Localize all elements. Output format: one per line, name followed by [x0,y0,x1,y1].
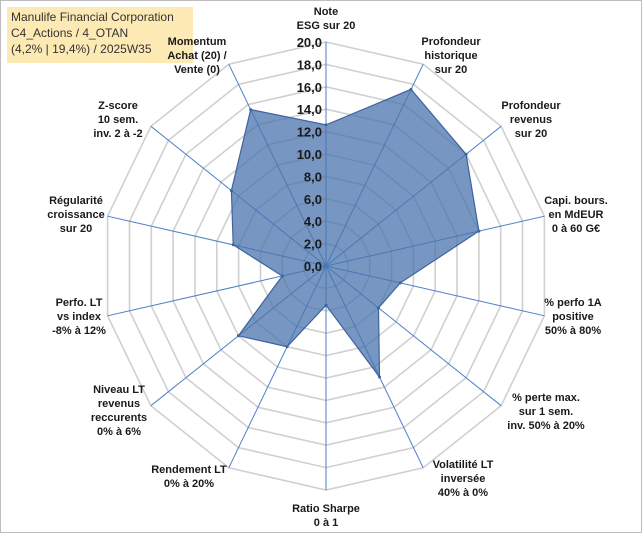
tick-label-4: 8,0 [304,169,322,184]
axis-label-line: revenus [510,114,552,126]
axis-label-line: ESG sur 20 [297,20,356,32]
series-area-0 [230,88,480,379]
axis-label-line: 0 à 1 [314,517,338,529]
axis-label-line: sur 20 [515,128,547,140]
axis-label-line: en MdEUR [549,209,604,221]
axis-label-line: Rendement LT [151,464,227,476]
tick-label-0: 0,0 [304,259,322,274]
axis-label-3: Capi. bours. en MdEUR 0 à 60 G€ [544,195,608,235]
axis-label-line: % perfo 1A [544,297,602,309]
axis-label-line: sur 1 sem. [519,406,573,418]
axis-label-line: Régularité [49,195,103,207]
portfolio-label: C4_Actions / 4_OTAN [11,26,129,40]
axis-label-line: 0% à 20% [164,478,214,490]
axis-label-9: Niveau LT revenus reccurents 0% à 6% [91,384,147,438]
axis-label-line: % perte max. [512,392,580,404]
tick-label-8: 16,0 [297,80,322,95]
axis-label-12: Z-score 10 sem. inv. 2 à -2 [93,100,142,140]
axis-label-line: inv. 2 à -2 [93,128,142,140]
axis-label-line: Profondeur [421,36,481,48]
axis-label-11: Régularité croissance sur 20 [47,195,104,235]
tick-label-7: 14,0 [297,102,322,117]
axis-label-line: Niveau LT [93,384,145,396]
axis-label-line: sur 20 [60,223,92,235]
axis-label-line: 40% à 0% [438,487,488,499]
axis-label-line: Z-score [98,100,138,112]
axis-label-line: positive [552,311,594,323]
axis-label-5: % perte max. sur 1 sem. inv. 50% à 20% [507,392,585,432]
tick-label-10: 20,0 [297,35,322,50]
chart-header-box: Manulife Financial Corporation C4_Action… [7,7,193,63]
axis-label-7: Ratio Sharpe 0 à 1 [292,503,360,529]
axis-label-0: Note ESG sur 20 [297,6,356,32]
axis-label-line: 10 sem. [98,114,138,126]
axis-label-13: Momentum Achat (20) / Vente (0) [167,36,226,76]
tick-label-5: 10,0 [297,147,322,162]
data-point-13 [249,108,253,112]
data-point-2 [464,152,468,156]
data-point-4 [398,281,402,285]
axis-label-line: -8% à 12% [52,325,106,337]
data-point-7 [324,303,328,307]
axis-label-line: Achat (20) / [167,50,226,62]
data-point-10 [280,274,284,278]
axis-label-2: Profondeur revenus sur 20 [501,100,561,140]
axis-label-line: Note [314,6,338,18]
axis-label-1: Profondeur historique sur 20 [421,36,481,76]
axis-label-line: Volatilité LT [433,459,494,471]
axis-label-line: reccurents [91,412,147,424]
data-point-12 [229,189,233,193]
axis-label-8: Rendement LT 0% à 20% [151,464,227,490]
data-point-3 [477,229,481,233]
axis-label-line: Capi. bours. [544,195,608,207]
axis-label-line: vs index [57,311,102,323]
axis-label-line: inv. 50% à 20% [507,420,585,432]
data-point-1 [409,87,413,91]
axis-label-line: historique [424,50,477,62]
axis-label-line: Vente (0) [174,64,220,76]
axis-label-line: Perfo. LT [56,297,103,309]
axis-label-4: % perfo 1A positive 50% à 80% [544,297,602,337]
axis-label-line: Profondeur [501,100,561,112]
axis-label-line: 0 à 60 G€ [552,223,600,235]
axis-label-line: 50% à 80% [545,325,601,337]
axis-label-line: Momentum [168,36,227,48]
axis-label-line: 0% à 6% [97,426,141,438]
data-point-11 [231,243,235,247]
tick-label-9: 18,0 [297,57,322,72]
axis-label-line: Ratio Sharpe [292,503,360,515]
axis-label-line: sur 20 [435,64,467,76]
axis-label-line: croissance [47,209,104,221]
tick-label-3: 6,0 [304,192,322,207]
data-point-9 [236,334,240,338]
company-name: Manulife Financial Corporation [11,10,174,24]
axis-label-6: Volatilité LT inversée 40% à 0% [433,459,494,499]
tick-label-2: 4,0 [304,214,322,229]
axis-label-10: Perfo. LT vs index -8% à 12% [52,297,106,337]
axis-label-line: revenus [98,398,140,410]
data-point-5 [377,306,380,310]
tick-label-6: 12,0 [297,125,322,140]
data-point-0 [324,123,328,127]
tick-label-1: 2,0 [304,237,322,252]
data-point-6 [378,375,381,379]
axis-label-line: inversée [441,473,486,485]
data-point-8 [285,345,289,349]
period-label: (4,2% | 19,4%) / 2025W35 [11,42,152,56]
